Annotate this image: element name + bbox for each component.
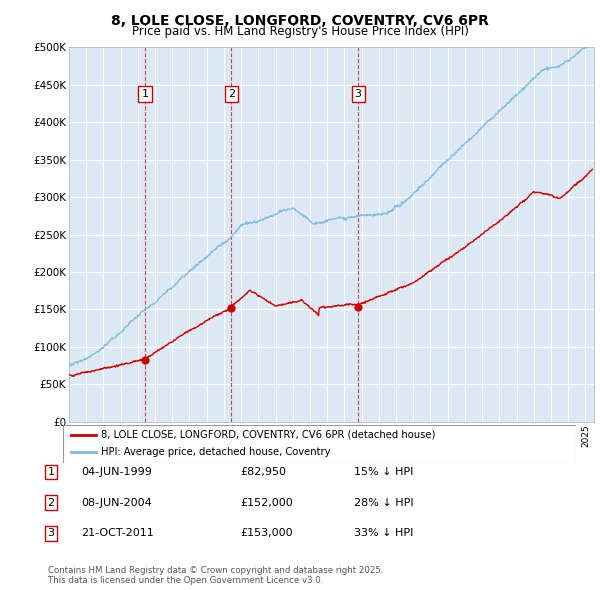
Text: Contains HM Land Registry data © Crown copyright and database right 2025.
This d: Contains HM Land Registry data © Crown c… bbox=[48, 566, 383, 585]
Text: 08-JUN-2004: 08-JUN-2004 bbox=[81, 498, 152, 507]
Text: 1: 1 bbox=[142, 89, 149, 99]
Text: Price paid vs. HM Land Registry's House Price Index (HPI): Price paid vs. HM Land Registry's House … bbox=[131, 25, 469, 38]
Text: 1: 1 bbox=[47, 467, 55, 477]
Text: 15% ↓ HPI: 15% ↓ HPI bbox=[354, 467, 413, 477]
Text: 28% ↓ HPI: 28% ↓ HPI bbox=[354, 498, 413, 507]
Text: 2: 2 bbox=[47, 498, 55, 507]
Text: £82,950: £82,950 bbox=[240, 467, 286, 477]
FancyBboxPatch shape bbox=[63, 425, 576, 463]
Text: 21-OCT-2011: 21-OCT-2011 bbox=[81, 529, 154, 538]
Text: HPI: Average price, detached house, Coventry: HPI: Average price, detached house, Cove… bbox=[101, 447, 331, 457]
Text: 04-JUN-1999: 04-JUN-1999 bbox=[81, 467, 152, 477]
Text: 3: 3 bbox=[355, 89, 362, 99]
Text: £152,000: £152,000 bbox=[240, 498, 293, 507]
Text: £153,000: £153,000 bbox=[240, 529, 293, 538]
Text: 33% ↓ HPI: 33% ↓ HPI bbox=[354, 529, 413, 538]
Text: 8, LOLE CLOSE, LONGFORD, COVENTRY, CV6 6PR (detached house): 8, LOLE CLOSE, LONGFORD, COVENTRY, CV6 6… bbox=[101, 430, 436, 440]
Text: 2: 2 bbox=[228, 89, 235, 99]
Text: 8, LOLE CLOSE, LONGFORD, COVENTRY, CV6 6PR: 8, LOLE CLOSE, LONGFORD, COVENTRY, CV6 6… bbox=[111, 14, 489, 28]
Text: 3: 3 bbox=[47, 529, 55, 538]
